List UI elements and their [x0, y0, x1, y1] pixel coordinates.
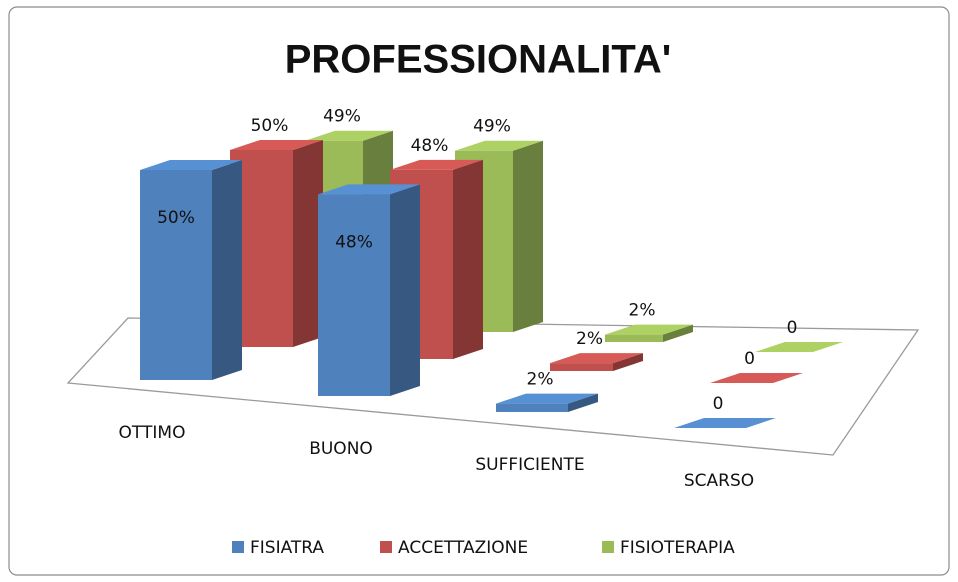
- x-tick-label: OTTIMO: [119, 423, 186, 443]
- data-label: 50%: [251, 116, 289, 136]
- bar-top: [755, 342, 843, 352]
- bar-side: [568, 393, 598, 412]
- x-tick-label: SUFFICIENTE: [475, 455, 584, 475]
- data-label: 50%: [157, 208, 195, 228]
- bar: [496, 403, 568, 412]
- bar-top: [710, 373, 803, 383]
- data-label: 2%: [576, 329, 603, 349]
- bar-top: [674, 418, 776, 428]
- data-label: 49%: [473, 117, 511, 137]
- bar-side: [453, 159, 483, 359]
- x-tick-label: BUONO: [309, 439, 373, 459]
- bar-side: [293, 140, 323, 347]
- bar-side: [513, 140, 543, 332]
- legend-label: FISIOTERAPIA: [620, 538, 735, 558]
- bar-top: [140, 160, 242, 170]
- legend-swatch: [232, 541, 244, 553]
- data-label: 0: [787, 318, 798, 338]
- bar-top: [305, 130, 393, 141]
- data-label: 2%: [527, 370, 554, 390]
- bar-top: [550, 353, 643, 364]
- bar: [140, 170, 212, 380]
- bar: [318, 194, 390, 396]
- bar-top: [496, 393, 598, 404]
- data-label: 49%: [323, 107, 361, 127]
- bar-side: [613, 353, 643, 371]
- chart-title: PROFESSIONALITA': [285, 38, 672, 82]
- bar-top: [455, 140, 543, 151]
- bar-top: [318, 184, 420, 195]
- legend-label: ACCETTAZIONE: [398, 538, 528, 558]
- bar-top: [230, 140, 323, 150]
- data-label: 0: [744, 349, 755, 369]
- data-label: 2%: [629, 301, 656, 321]
- legend-swatch: [602, 541, 614, 553]
- bar: [550, 363, 613, 371]
- bar-top: [390, 159, 483, 170]
- bar-side: [390, 184, 420, 396]
- bar-side: [663, 324, 693, 342]
- bar-side: [212, 160, 242, 380]
- x-tick-label: SCARSO: [684, 471, 754, 491]
- legend-swatch: [380, 541, 392, 553]
- data-label: 48%: [335, 232, 373, 252]
- legend-label: FISIATRA: [250, 538, 324, 558]
- data-label: 48%: [411, 136, 449, 156]
- data-label: 0: [713, 394, 724, 414]
- bar: [605, 334, 663, 342]
- bar-top: [605, 324, 693, 335]
